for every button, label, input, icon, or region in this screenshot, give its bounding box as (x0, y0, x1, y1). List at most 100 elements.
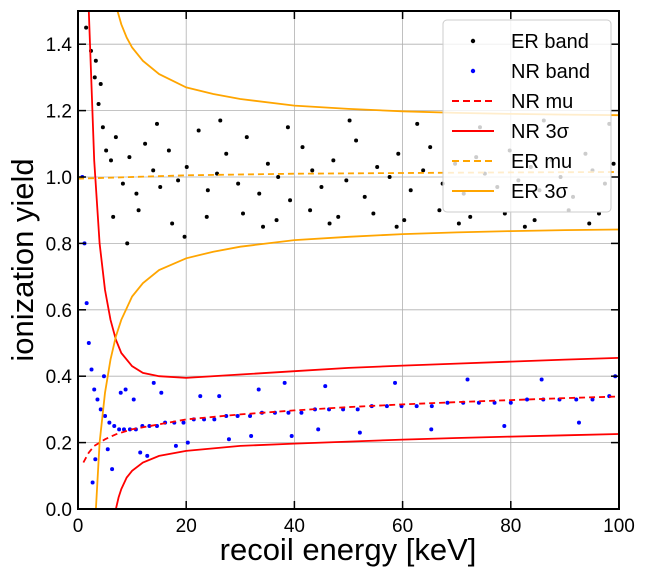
legend-box (442, 19, 612, 213)
er-band-point (437, 208, 442, 213)
nr-band-point (212, 417, 217, 422)
x-tick-label: 60 (392, 516, 413, 537)
nr-band-point (98, 407, 103, 412)
er-band-point (184, 165, 189, 170)
legend-label-nr-band: NR band (511, 61, 590, 83)
y-tick-label: 0.2 (46, 434, 72, 455)
legend-swatch-er-band (470, 38, 476, 44)
nr-3-lower-line (115, 433, 619, 509)
er-band-point (204, 214, 209, 219)
er-band-point (532, 218, 537, 223)
er-band-point (111, 214, 116, 219)
x-tick-label: 100 (603, 516, 635, 537)
legend-label-er-mu: ER mu (511, 151, 572, 173)
er-band-point (347, 118, 352, 123)
nr-band-point (110, 467, 115, 472)
nr-band-point (151, 380, 156, 385)
er-3-lower-line (95, 228, 619, 509)
x-tick-label: 80 (500, 516, 521, 537)
er-band-point (394, 224, 399, 229)
er-band-point (331, 158, 336, 163)
er-band-point (371, 211, 376, 216)
x-tick-label: 0 (73, 516, 84, 537)
nr-band-point (502, 424, 507, 428)
nr-band-point (92, 387, 97, 392)
er-band-point (98, 82, 103, 87)
nr-band-point (393, 380, 398, 385)
legend-swatch-nr-band (470, 68, 476, 74)
er-band-point (300, 145, 305, 150)
plot-series (78, 11, 619, 509)
er-band-point (288, 198, 293, 203)
er-band-point (265, 161, 270, 166)
y-tick-label: 0.4 (46, 367, 73, 388)
nr-band-point (355, 407, 360, 412)
nr-band-point (89, 367, 94, 372)
axis-ticks: 0 20 40 60 80 100 0.0 0.2 0.4 0.6 0.8 1.0 1.2 1.4 (46, 11, 635, 537)
er-band-point (522, 224, 527, 229)
nr-band-point (173, 443, 178, 448)
nr-band-point (341, 407, 346, 412)
nr-band-point (226, 437, 231, 442)
nr-band-point (84, 301, 89, 306)
er-band-point (125, 241, 130, 246)
er-band-point (387, 175, 392, 179)
er-band-point (336, 214, 341, 219)
nr-band-point (86, 341, 91, 345)
nr-band-point (93, 457, 98, 462)
er-band-point (109, 158, 114, 163)
nr-band-point (117, 427, 122, 432)
er-band-point (421, 168, 426, 173)
er-band-point (257, 191, 262, 196)
er-band-point (402, 218, 407, 223)
nr-band-point (105, 447, 110, 452)
nr-band-point (574, 397, 579, 402)
nr-band-point (217, 394, 222, 399)
nr-band-point (185, 440, 190, 445)
er-band-point (154, 121, 159, 126)
er-band-point (100, 125, 105, 130)
nr-band-point (256, 387, 261, 392)
er-band-point (176, 178, 181, 183)
er-band-point (396, 151, 401, 156)
nr-band-point (465, 377, 470, 382)
er-band-point (274, 218, 279, 223)
nr-band-point (323, 384, 328, 389)
er-band-point (285, 125, 290, 130)
nr-band-point (282, 380, 287, 385)
er-band-point (96, 101, 101, 106)
er-band-point (104, 148, 109, 153)
er-band-point (113, 135, 118, 140)
er-band-point (170, 221, 175, 226)
nr-band-point (107, 420, 112, 425)
er-band-point (158, 184, 163, 189)
nr-band-point (138, 450, 143, 455)
er-band-point (143, 141, 148, 146)
y-tick-label: 0.8 (46, 234, 72, 255)
nr-band-point (90, 480, 95, 485)
er-band-point (224, 151, 229, 156)
nr-band-point (123, 387, 128, 392)
nr-band-point (414, 404, 419, 409)
er-band-point (166, 148, 171, 153)
nr-mu-line (82, 395, 619, 463)
nr-band-point (121, 427, 126, 432)
y-tick-label: 1.4 (46, 35, 73, 56)
legend-label-nr-mu: NR mu (511, 91, 573, 113)
legend-label-er-3: ER 3σ (511, 181, 568, 203)
er-band-point (84, 25, 89, 30)
x-tick-label: 40 (284, 516, 305, 537)
x-tick-label: 20 (176, 516, 197, 537)
er-band-point (456, 221, 461, 226)
nr-band-point (445, 400, 450, 405)
er-band-point (502, 211, 507, 216)
nr-band-point (101, 374, 106, 379)
er-band-point (344, 178, 349, 183)
y-tick-label: 1.0 (46, 168, 72, 189)
er-band-point (308, 208, 313, 213)
nr-band-point (286, 410, 291, 415)
nr-band-point (235, 414, 240, 419)
nr-band-point (492, 400, 497, 405)
legend-label-er-band: ER band (511, 31, 589, 53)
